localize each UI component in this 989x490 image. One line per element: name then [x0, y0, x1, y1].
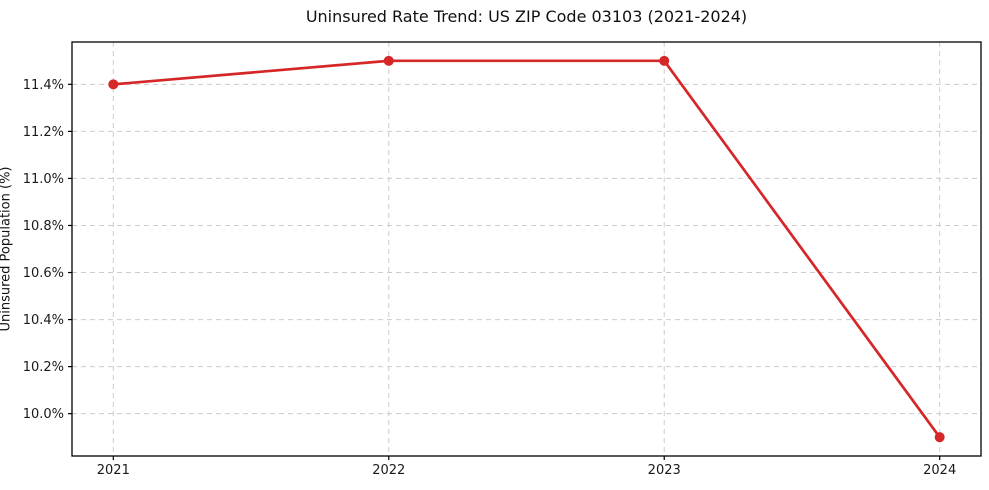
y-tick-label: 10.4% — [23, 313, 64, 328]
x-tick-label: 2023 — [648, 463, 681, 478]
series-line-uninsured-rate — [111, 59, 942, 439]
data-point-2024 — [934, 432, 945, 443]
x-tick-label: 2022 — [372, 463, 405, 478]
data-point-2021 — [108, 79, 119, 90]
y-tick-label: 10.6% — [23, 266, 64, 281]
y-tick-label: 11.4% — [23, 78, 64, 93]
y-tick-label: 11.0% — [23, 172, 64, 187]
axes-spines — [71, 41, 982, 457]
data-point-2023 — [659, 55, 670, 66]
y-tick-label: 10.2% — [23, 360, 64, 375]
x-tick-label: 2021 — [97, 463, 130, 478]
chart-title: Uninsured Rate Trend: US ZIP Code 03103 … — [305, 7, 748, 26]
data-point-2022 — [383, 55, 394, 66]
y-tick-label: 10.0% — [23, 407, 64, 422]
y-tick-label: 11.2% — [23, 125, 64, 140]
y-tick-label: 10.8% — [23, 219, 64, 234]
x-tick-label: 2024 — [923, 463, 956, 478]
